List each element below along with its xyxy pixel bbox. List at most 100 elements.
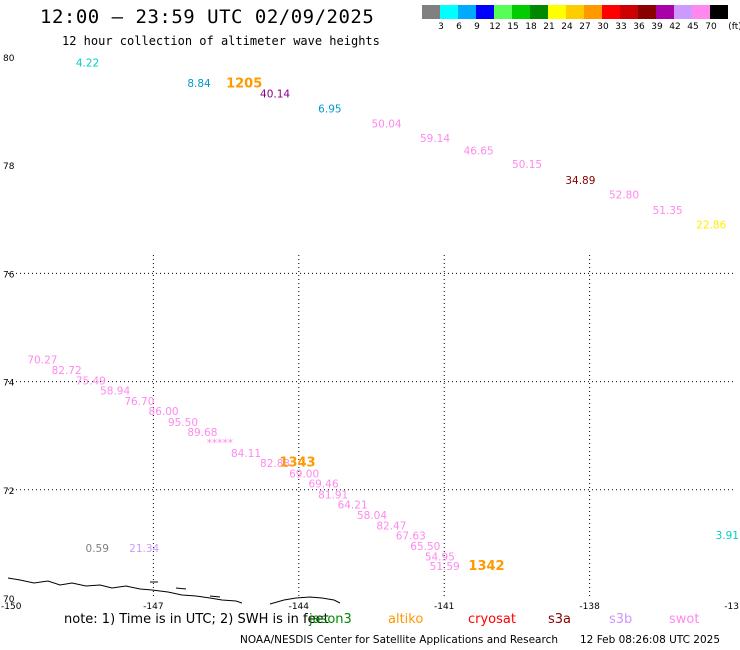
color-swatch [422,5,440,19]
color-swatch [602,5,620,19]
color-scale-label: 15 [507,22,519,32]
wave-height-value: 70.27 [27,355,57,367]
color-swatch [710,5,728,19]
satellite-cryosat: cryosat [468,612,516,627]
wave-height-value: 50.04 [372,118,402,130]
coastline-islands [150,581,221,598]
wave-height-value: 58.94 [100,386,130,398]
color-swatch [638,5,656,19]
wave-height-value: ***** [207,438,233,450]
wave-height-value: 89.68 [187,427,217,439]
color-swatch [494,5,512,19]
satellite-s3b: s3b [609,612,633,627]
color-scale-unit: (ft) [728,22,740,32]
color-scale-label: 21 [543,22,555,32]
wave-height-value: 40.14 [260,89,290,101]
longitude-label: -147 [143,602,163,612]
coastline-canada [269,596,341,605]
color-swatch [584,5,602,19]
color-scale-label: 30 [597,22,609,32]
color-scale-label: 18 [525,22,537,32]
color-scale-label: 33 [615,22,627,32]
color-scale-label: 70 [705,22,717,32]
satellite-s3a: s3a [548,612,572,627]
color-swatch [566,5,584,19]
wave-height-value: 22.86 [696,219,726,231]
map-title: 12:00 – 23:59 UTC 02/09/2025 [40,6,375,28]
wave-height-value: 82.72 [52,365,82,377]
graticule [8,255,735,598]
color-scale-label: 24 [561,22,573,32]
color-scale-label: 9 [474,22,480,32]
wave-height-value: 59.14 [420,133,450,145]
satellite-jason3: jason3 [309,612,352,627]
longitude-label: -150 [1,602,22,612]
longitude-label: -138 [579,602,600,612]
color-swatch [512,5,530,19]
color-scale-label: 45 [687,22,699,32]
satellite-swot: swot [669,612,700,627]
color-scale-label: 6 [456,22,462,32]
wave-height-value: 58.04 [357,510,387,522]
color-swatch [620,5,638,19]
coastline [7,577,341,605]
wave-height-value: 50.15 [512,159,542,171]
latitude-label: 70 [3,595,15,605]
color-scale-label: 39 [651,22,663,32]
color-swatch [476,5,494,19]
wave-height-value: 69.00 [289,468,319,480]
color-swatch [674,5,692,19]
coastline-alaska [7,577,243,604]
wave-height-value: 76.70 [124,396,154,408]
latitude-labels: 80 78 76 74 72 70 [3,54,15,605]
color-swatch [548,5,566,19]
wave-height-value: 1343 [279,456,315,471]
longitude-label: -144 [289,602,310,612]
wave-height-value: 82.47 [376,520,406,532]
latitude-label: 74 [3,379,15,389]
latitude-label: 78 [3,162,15,172]
color-swatch [692,5,710,19]
wave-height-value: 0.59 [86,543,109,555]
wave-height-value: 86.00 [149,406,179,418]
wave-height-value: 67.63 [396,531,426,543]
latitude-label: 76 [3,270,15,280]
credit-line: NOAA/NESDIS Center for Satellite Applica… [240,634,558,646]
longitude-label: -13 [724,602,739,612]
wave-height-value: 64.21 [338,500,368,512]
color-scale-label: 12 [489,22,501,32]
wave-height-value: 65.50 [410,541,440,553]
wave-height-value: 6.95 [318,104,341,116]
satellite-altiko: altiko [388,612,424,627]
wave-height-value: 34.89 [565,175,595,187]
color-swatch [440,5,458,19]
color-scale-label: 36 [633,22,645,32]
generation-timestamp: 12 Feb 08:26:08 UTC 2025 [580,634,720,646]
wave-height-value: 51.35 [653,205,683,217]
wave-height-value: 81.91 [318,489,348,501]
longitude-label: -141 [434,602,454,612]
wave-height-value: 75.49 [76,375,106,387]
footer-note: note: 1) Time is in UTC; 2) SWH is in fe… [64,612,329,627]
wave-height-value: 69.46 [308,479,338,491]
wave-height-value: 3.91 [716,530,739,542]
wave-height-value: 1342 [468,559,504,574]
longitude-labels: -150 -147 -144 -141 -138 -13 [1,602,739,612]
wave-height-value: 4.22 [76,58,99,70]
wave-height-value: 84.11 [231,448,261,460]
color-scale-label: 3 [438,22,444,32]
wave-height-value: 82.83 [260,458,290,470]
color-scale-label: 42 [669,22,681,32]
wave-height-value: 54.95 [425,552,455,564]
latitude-label: 80 [3,54,15,64]
wave-height-value: 52.80 [609,190,639,202]
wave-height-value: 95.50 [168,417,198,429]
color-swatch [458,5,476,19]
wave-height-value: 1205 [226,76,262,91]
wave-height-value: 21.34 [129,543,159,555]
latitude-label: 72 [3,487,14,497]
wave-height-value: 8.84 [187,78,211,90]
color-swatch [656,5,674,19]
